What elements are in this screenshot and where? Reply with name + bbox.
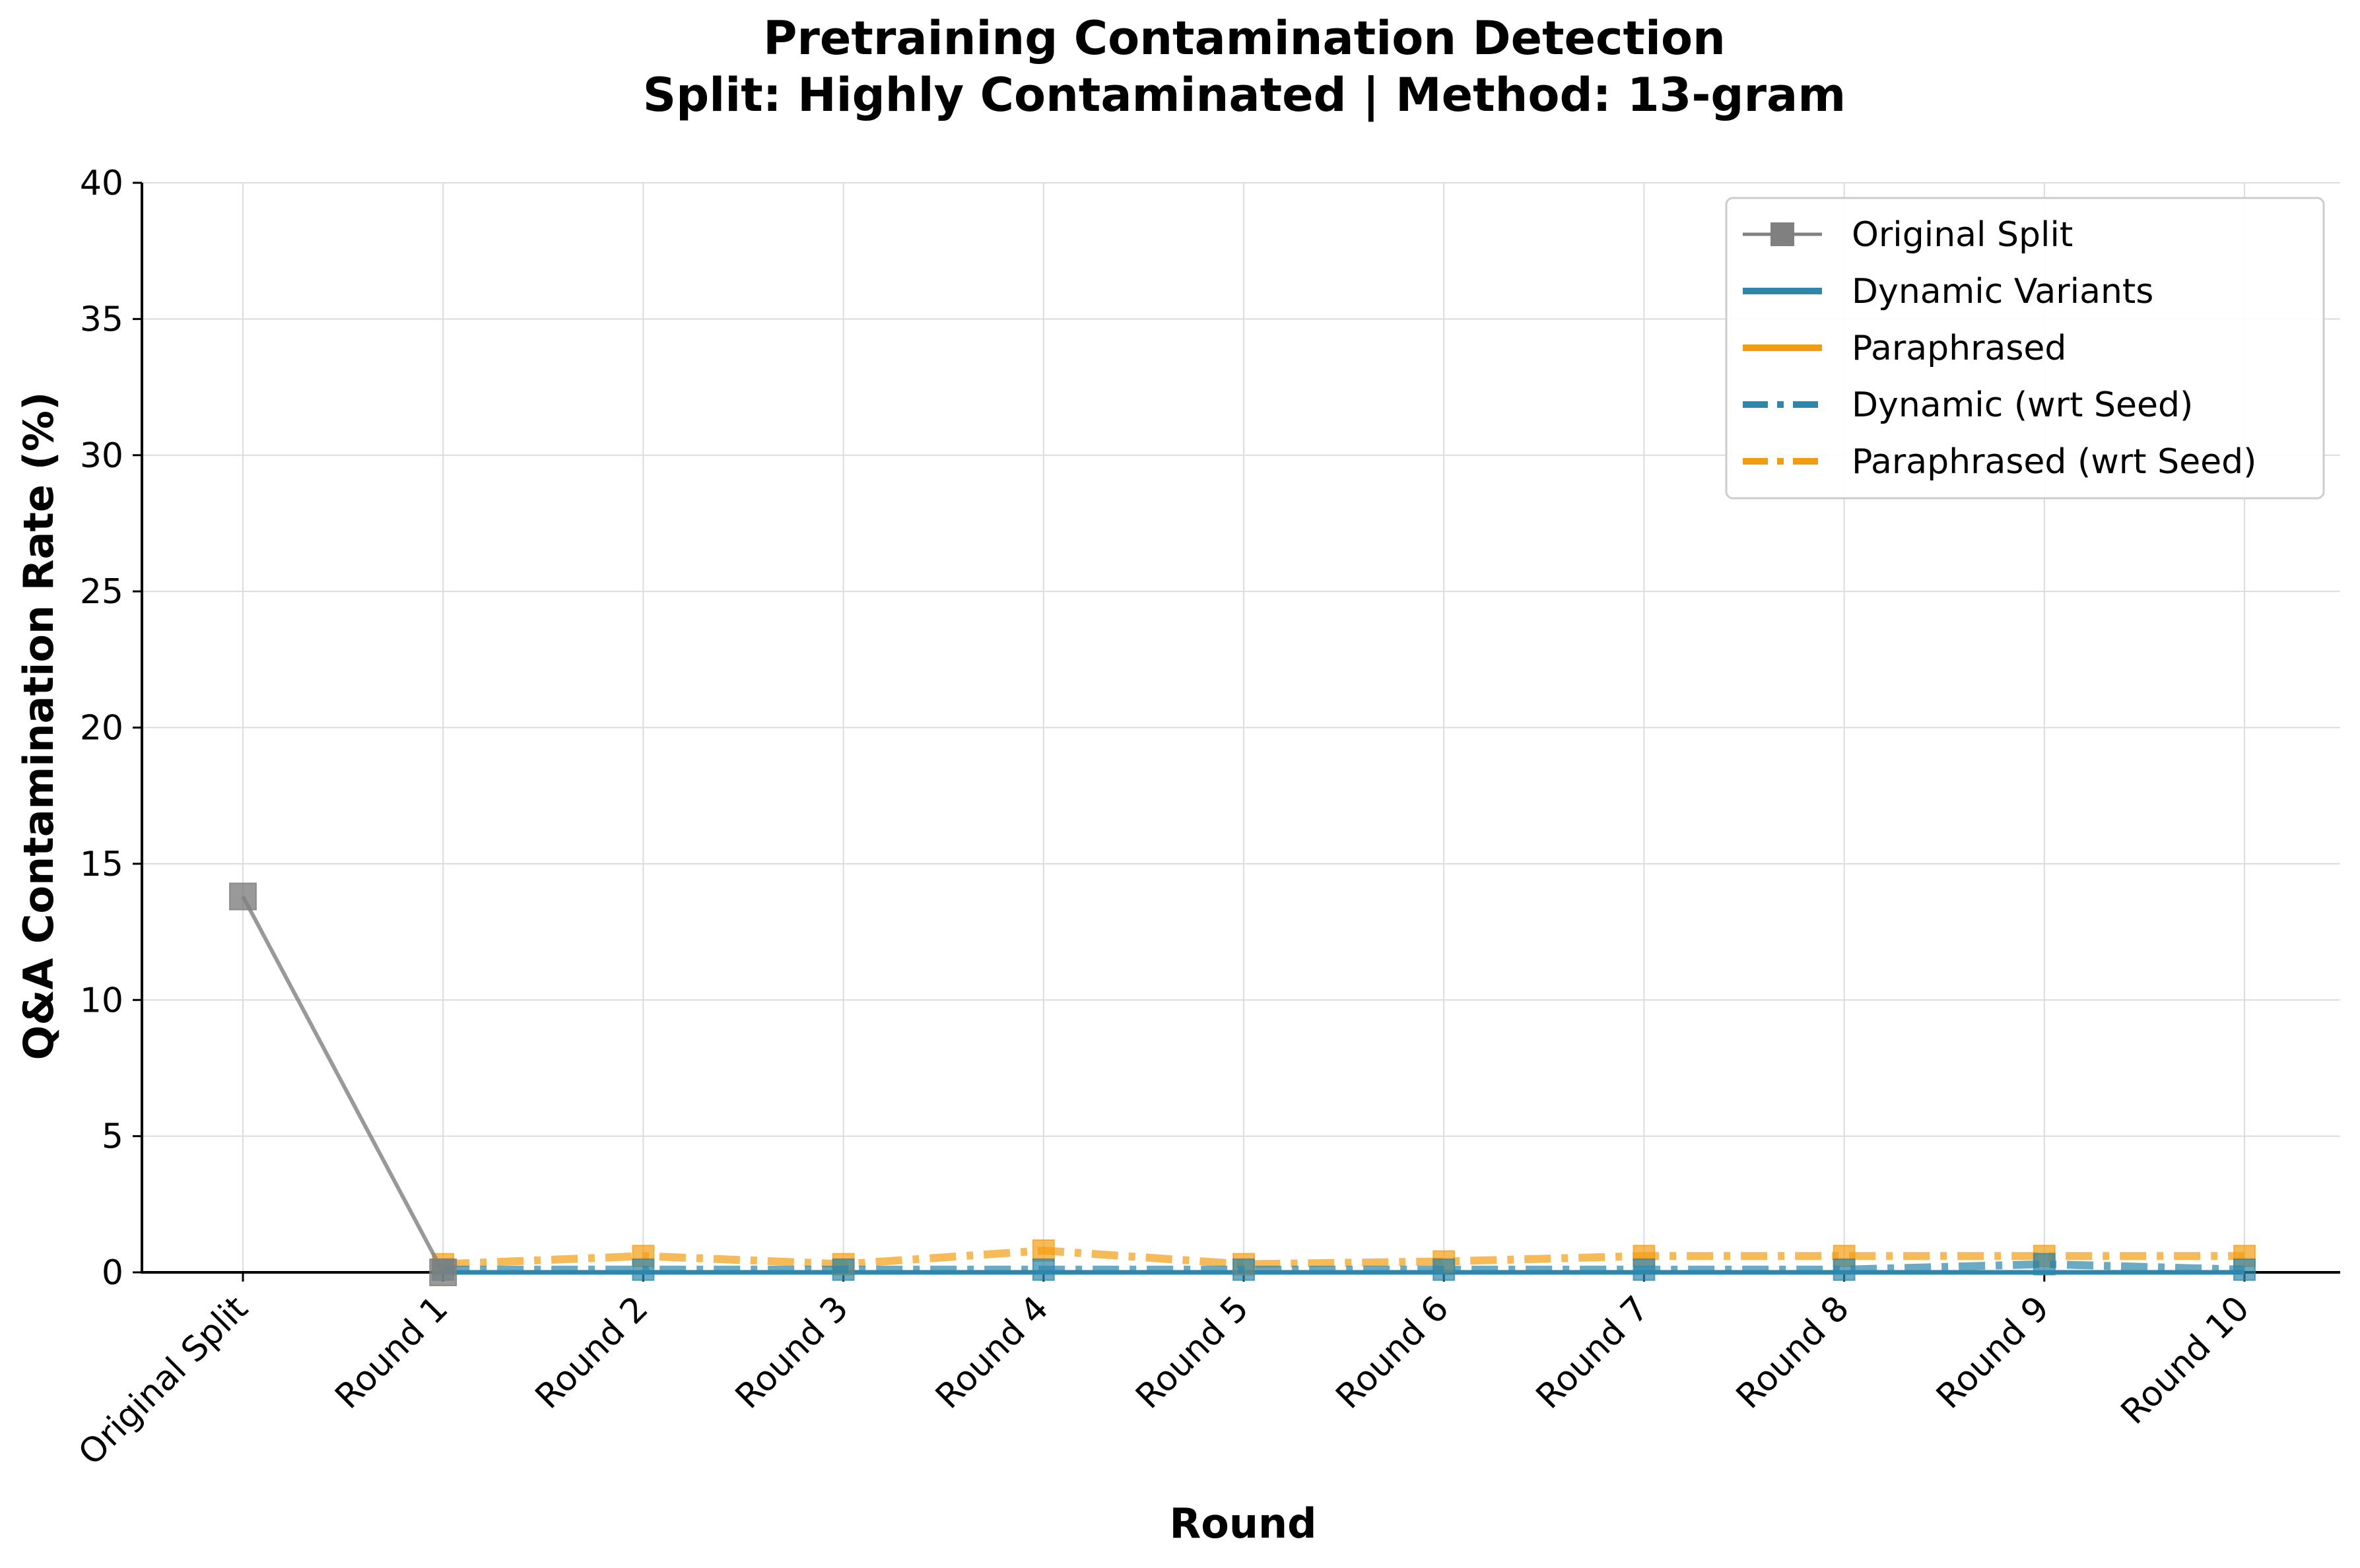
legend-label: Original Split <box>1852 215 2073 255</box>
chart-title: Pretraining Contamination Detection <box>763 11 1726 65</box>
x-tick-label: Round 3 <box>728 1289 856 1417</box>
data-point <box>632 1258 655 1281</box>
y-tick-label: 40 <box>80 164 123 203</box>
data-point <box>1232 1258 1255 1281</box>
x-tick-label: Round 1 <box>328 1289 456 1417</box>
y-tick-label: 35 <box>80 300 123 339</box>
data-point <box>229 882 257 911</box>
x-tick-label: Round 10 <box>2114 1289 2257 1432</box>
legend-box <box>1725 197 2325 500</box>
x-tick-label: Round 7 <box>1529 1289 1657 1417</box>
y-tick-label: 0 <box>102 1253 123 1293</box>
data-point <box>1433 1258 1456 1281</box>
legend-label: Dynamic (wrt Seed) <box>1852 385 2193 425</box>
legend-label: Paraphrased <box>1852 329 2066 368</box>
x-tick-label: Round 2 <box>528 1289 656 1417</box>
legend: Original Split Dynamic Variants Paraphrase… <box>1725 197 2325 500</box>
data-point <box>1032 1239 1055 1262</box>
y-tick-label: 10 <box>80 981 123 1020</box>
x-ticks: Original Split Round 1 Round 2 Round 3 Round… <box>71 1272 2257 1474</box>
legend-label: Dynamic Variants <box>1852 272 2153 311</box>
series-layer <box>229 882 2256 1286</box>
chart-subtitle: Split: Highly Contaminated | Method: 13-… <box>643 68 1846 122</box>
y-ticks: 0 5 10 15 20 25 30 35 40 <box>80 164 142 1293</box>
x-tick-label: Round 4 <box>928 1289 1056 1417</box>
x-tick-label: Round 5 <box>1128 1289 1256 1417</box>
data-point <box>2033 1253 2056 1276</box>
data-point <box>832 1258 855 1281</box>
y-tick-label: 30 <box>80 436 123 476</box>
legend-label: Paraphrased (wrt Seed) <box>1852 442 2256 482</box>
x-tick-label: Round 6 <box>1329 1289 1457 1417</box>
grid <box>142 182 2340 1273</box>
x-tick-label: Round 8 <box>1729 1289 1857 1417</box>
data-point <box>1633 1258 1656 1281</box>
y-axis-label: Q&A Contamination Rate (%) <box>15 392 63 1061</box>
x-tick-label: Original Split <box>71 1289 256 1474</box>
y-tick-label: 15 <box>80 845 123 884</box>
series-line <box>241 895 445 1274</box>
data-point <box>1833 1258 1856 1281</box>
data-point <box>429 1258 457 1286</box>
y-tick-label: 5 <box>102 1117 123 1157</box>
series-line <box>443 1260 2245 1274</box>
x-axis-label: Round <box>1170 1499 1317 1548</box>
legend-marker <box>1770 222 1794 246</box>
data-point <box>2233 1258 2256 1281</box>
y-tick-label: 20 <box>80 709 123 748</box>
series-line <box>442 1246 2244 1268</box>
data-point <box>1032 1258 1055 1281</box>
x-tick-label: Round 9 <box>1929 1289 2057 1417</box>
y-tick-label: 25 <box>80 572 123 612</box>
